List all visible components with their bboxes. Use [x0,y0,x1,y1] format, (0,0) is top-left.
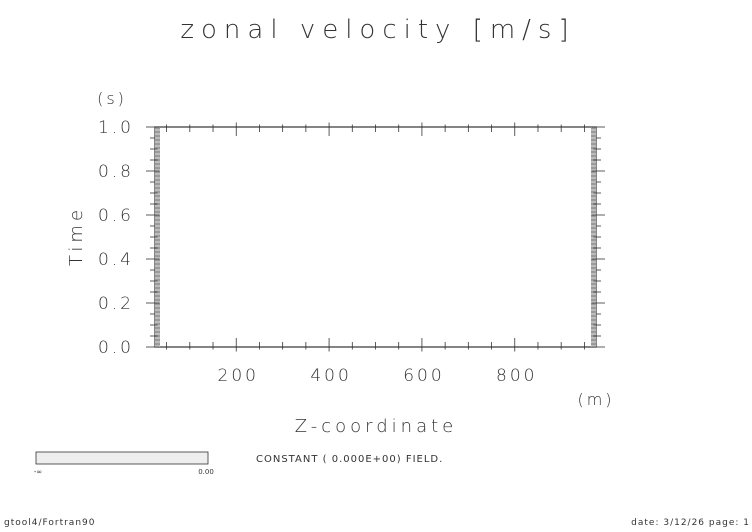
footer-left: gtool4/Fortran90 [4,518,95,528]
x-axis-label: Z-coordinate [295,416,458,437]
plot-frame [154,126,597,348]
colorbar-max-label: 0.00 [198,468,214,476]
footer-right: date: 3/12/26 page: 1 [631,518,750,528]
y-tick-label: 0.0 [98,338,134,358]
plot-area [154,126,597,348]
y-tick-label: 1.0 [98,118,134,138]
x-tick-label: 800 [496,366,537,386]
x-tick-label: 600 [403,366,444,386]
y-tick-label: 0.6 [98,206,134,226]
y-tick-label: 0.4 [98,250,134,270]
y-axis-unit: (s) [97,89,127,108]
y-tick-labels: 0.0 0.2 0.4 0.6 0.8 1.0 [98,118,134,358]
colorbar: -∞ 0.00 [34,451,214,476]
colorbar-min-label: -∞ [34,468,42,476]
chart-title: zonal velocity [m/s] [180,15,575,45]
x-tick-labels: 200 400 600 800 [218,366,537,386]
field-message: CONSTANT ( 0.000E+00) FIELD. [256,454,443,465]
x-tick-label: 200 [218,366,259,386]
x-tick-label: 400 [310,366,351,386]
y-tick-label: 0.8 [98,162,134,182]
x-axis-unit: (m) [577,390,614,409]
y-axis-label: Time [66,206,87,266]
colorbar-box [35,451,209,465]
axis-ticks [146,122,605,352]
y-tick-label: 0.2 [98,294,134,314]
